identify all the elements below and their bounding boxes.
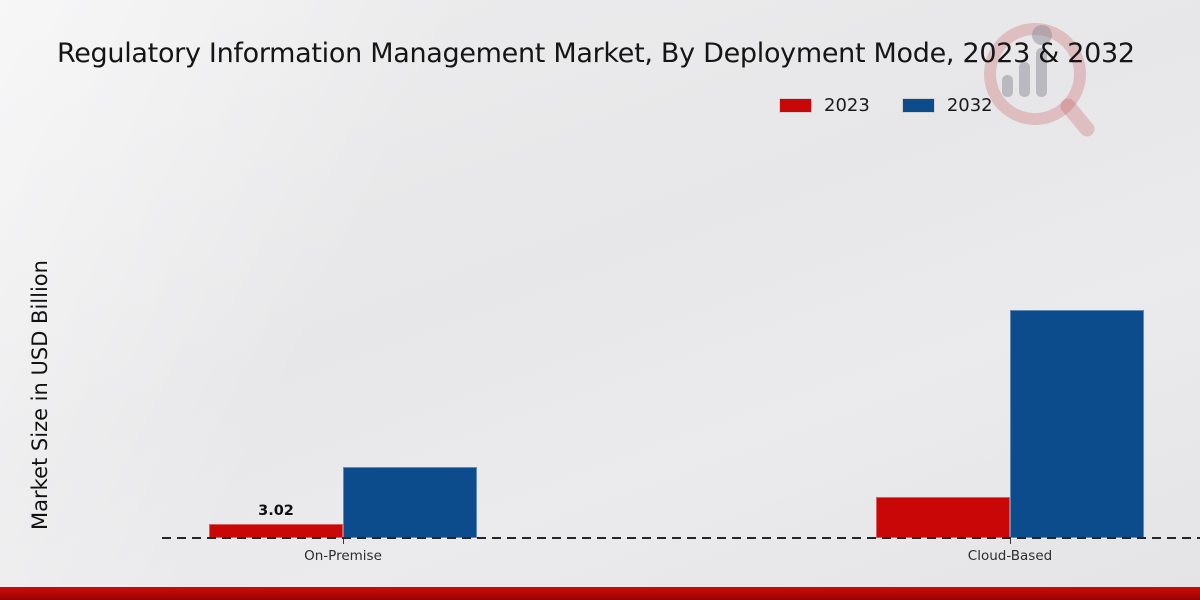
bar-2032-cloud-based [1010, 310, 1144, 538]
x-axis-tick-cloud-based [1010, 539, 1011, 544]
category-label-cloud-based: Cloud-Based [967, 548, 1053, 564]
legend-swatch-2032 [901, 98, 935, 113]
bar-2023-cloud-based [876, 497, 1010, 538]
bar-value-label-2023-on-premise: 3.02 [258, 503, 294, 519]
person-head-icon [1032, 25, 1052, 45]
chart-title: Regulatory Information Management Market… [57, 38, 1135, 69]
legend-item-2032: 2032 [901, 95, 993, 116]
y-axis-label: Market Size in USD Billion [28, 260, 52, 530]
footer-accent-bar [0, 587, 1200, 600]
bar-icon [1002, 75, 1013, 97]
x-axis-tick-on-premise [343, 539, 344, 544]
bar-icon [1036, 48, 1047, 97]
bar-icon [1019, 62, 1030, 97]
x-axis-baseline [162, 537, 1200, 539]
magnifier-handle-icon [1060, 98, 1095, 137]
legend-label-2023: 2023 [824, 95, 870, 116]
category-label-on-premise: On-Premise [304, 548, 382, 564]
legend-label-2032: 2032 [946, 95, 993, 116]
legend-item-2023: 2023 [779, 95, 870, 116]
market-research-logo-watermark [984, 23, 1095, 137]
bar-2032-on-premise [343, 467, 477, 538]
legend-swatch-2023 [779, 98, 812, 113]
bar-2023-on-premise [209, 524, 343, 538]
legend: 2023 2032 [779, 95, 993, 116]
